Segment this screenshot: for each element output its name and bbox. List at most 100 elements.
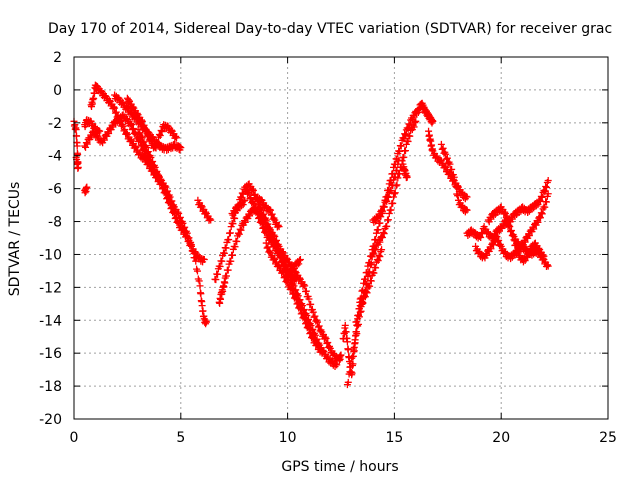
data-point xyxy=(391,189,399,197)
data-point xyxy=(521,238,529,246)
data-point xyxy=(411,119,419,127)
data-point xyxy=(376,238,384,246)
data-point xyxy=(105,130,113,138)
data-point xyxy=(538,210,546,218)
data-point xyxy=(244,188,252,196)
data-point xyxy=(537,214,545,222)
data-point xyxy=(537,192,545,200)
data-point xyxy=(225,236,233,243)
data-point xyxy=(463,206,471,214)
data-point xyxy=(241,196,249,204)
data-point xyxy=(380,230,388,238)
data-point xyxy=(240,197,248,205)
data-point xyxy=(402,147,410,155)
data-point xyxy=(348,354,356,362)
data-point xyxy=(450,173,458,181)
data-point xyxy=(129,125,137,133)
data-point xyxy=(105,97,113,105)
data-point xyxy=(378,234,386,242)
data-point xyxy=(224,266,232,274)
data-point xyxy=(453,190,461,198)
y-tick-label: 2 xyxy=(53,50,62,66)
data-point xyxy=(379,202,387,210)
data-point xyxy=(140,121,148,129)
data-point xyxy=(157,179,165,187)
data-point xyxy=(231,243,239,251)
data-point xyxy=(507,227,515,235)
series-trace-b xyxy=(81,183,91,197)
data-point xyxy=(400,153,408,161)
data-point xyxy=(241,218,249,226)
data-point xyxy=(267,206,275,214)
data-point xyxy=(138,134,146,142)
data-point xyxy=(260,223,268,231)
data-point xyxy=(349,345,357,353)
data-point xyxy=(222,244,230,252)
data-point xyxy=(324,338,332,346)
data-point xyxy=(487,245,495,253)
data-point xyxy=(542,198,550,206)
data-point xyxy=(429,117,437,125)
data-point xyxy=(379,229,387,237)
data-point xyxy=(347,360,355,368)
data-point xyxy=(366,261,374,269)
series-trace-e xyxy=(81,116,104,137)
data-point xyxy=(387,206,395,214)
data-point xyxy=(321,333,329,341)
data-point xyxy=(268,231,276,239)
data-point xyxy=(351,336,359,344)
data-point xyxy=(127,120,135,128)
data-point xyxy=(370,269,378,277)
series-trace-u xyxy=(399,160,411,182)
data-point xyxy=(227,257,235,265)
data-point xyxy=(83,183,91,191)
series-trace-a xyxy=(70,117,82,172)
data-point xyxy=(354,322,362,330)
data-point xyxy=(245,190,253,198)
data-point xyxy=(462,192,470,200)
data-point xyxy=(410,123,418,131)
series-trace-d xyxy=(87,81,208,266)
data-point xyxy=(173,134,181,142)
data-point xyxy=(372,264,380,272)
data-point xyxy=(539,251,547,259)
data-point xyxy=(337,351,345,359)
data-point xyxy=(178,225,186,233)
series-trace-t xyxy=(369,157,403,226)
y-tick-label: -14 xyxy=(39,313,62,329)
data-point xyxy=(147,154,155,162)
data-point xyxy=(530,225,538,233)
data-point xyxy=(286,271,294,279)
data-point xyxy=(111,104,119,112)
data-point xyxy=(137,132,145,140)
data-point xyxy=(235,230,243,238)
data-point xyxy=(478,229,486,237)
data-point xyxy=(317,346,325,354)
series-trace-j xyxy=(211,180,345,365)
data-point xyxy=(305,325,313,333)
data-point xyxy=(375,252,383,260)
data-point xyxy=(166,200,174,208)
data-point xyxy=(437,140,445,148)
data-point xyxy=(200,256,208,264)
data-point xyxy=(495,236,503,244)
data-point xyxy=(342,328,350,336)
data-point xyxy=(372,246,380,254)
data-point xyxy=(305,295,313,303)
data-point xyxy=(202,208,210,216)
data-point xyxy=(266,234,274,242)
data-point xyxy=(307,329,315,337)
series-trace-g xyxy=(123,94,181,152)
data-point xyxy=(385,209,393,217)
x-tick-label: 5 xyxy=(176,430,185,446)
data-point xyxy=(544,262,552,270)
data-point xyxy=(212,276,220,284)
data-point xyxy=(228,251,236,259)
data-point xyxy=(223,272,231,280)
data-point xyxy=(133,109,141,117)
data-point xyxy=(537,197,545,205)
data-point xyxy=(274,221,282,229)
data-point xyxy=(534,218,542,226)
